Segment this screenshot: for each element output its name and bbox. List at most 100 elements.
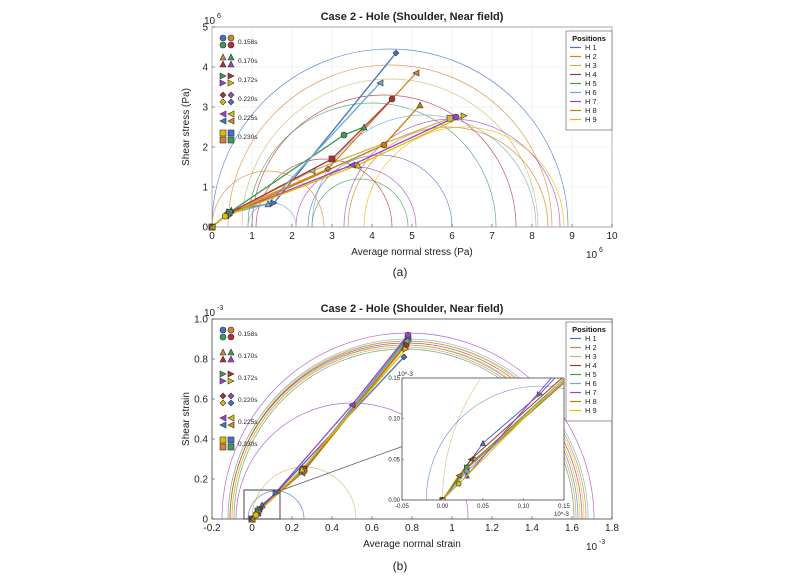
time-key-symbol xyxy=(219,436,227,444)
mohr-circle xyxy=(212,170,325,227)
time-key-symbol xyxy=(219,79,227,87)
data-point xyxy=(460,112,468,120)
chart-a-y-label: Shear stress (Pa) xyxy=(181,88,192,166)
x-tick-label: 3 xyxy=(329,231,335,242)
data-point xyxy=(402,345,410,353)
legend-entry: H 3 xyxy=(585,352,597,361)
time-key-symbol xyxy=(227,129,235,137)
time-key-label: 0.158s xyxy=(238,39,258,46)
x-tick-label: 10 xyxy=(606,231,618,242)
time-key-label: 0.230s xyxy=(238,134,258,141)
inset-data-point xyxy=(467,456,474,463)
data-point xyxy=(272,489,280,497)
time-key-symbol xyxy=(219,370,227,378)
x-tick-label: 1 xyxy=(249,231,255,242)
mohr-circle xyxy=(251,94,517,227)
legend-entry: H 9 xyxy=(585,115,597,124)
data-point xyxy=(298,465,306,473)
time-key-symbol xyxy=(227,443,235,451)
time-key-symbol xyxy=(227,436,235,444)
time-key-symbol xyxy=(219,443,227,451)
inset-data-point xyxy=(439,497,446,500)
time-key-symbol xyxy=(219,326,227,334)
time-key-symbol xyxy=(219,355,227,363)
y-tick-label: 0 xyxy=(202,223,208,234)
data-point xyxy=(221,212,229,220)
legend-entry: H 6 xyxy=(585,88,597,97)
x-tick-label: 1.8 xyxy=(605,523,619,534)
data-point xyxy=(270,199,278,207)
legend-entry: H 8 xyxy=(585,106,597,115)
time-key-symbol xyxy=(227,110,235,118)
chart-b-y-label: Shear strain xyxy=(181,392,192,446)
inset-x-tick-label: 0.00 xyxy=(437,504,449,510)
inset-data-point xyxy=(455,480,462,487)
time-key-label: 0.170s xyxy=(238,353,258,360)
time-key-symbol xyxy=(227,414,235,422)
time-key-symbol xyxy=(227,72,235,80)
inset-y-tick-label: 0.15 xyxy=(388,376,400,382)
time-key-label: 0.220s xyxy=(238,397,258,404)
time-key-symbol xyxy=(219,91,227,99)
x-tick-label: 9 xyxy=(569,231,575,242)
data-point xyxy=(308,167,316,175)
chart-b-y-exponent: 10 -3 xyxy=(204,305,223,319)
time-key-symbol xyxy=(227,348,235,356)
x-tick-label: 0 xyxy=(209,231,215,242)
time-key-symbol xyxy=(227,355,235,363)
time-key-symbol xyxy=(219,421,227,429)
legend-entry: H 2 xyxy=(585,52,597,61)
inset-y-tick-label: 0.10 xyxy=(388,417,400,423)
x-tick-label: 1.6 xyxy=(565,523,579,534)
time-key-symbol xyxy=(219,117,227,125)
legend-entry: H 8 xyxy=(585,397,597,406)
data-point xyxy=(446,114,454,122)
time-key-symbol xyxy=(219,414,227,422)
data-point xyxy=(354,161,362,169)
legend-entry: H 1 xyxy=(585,334,597,343)
inset-x-exponent: 10^-3 xyxy=(554,512,569,518)
chart-b-y-ticks: 0 0.2 0.4 0.6 0.8 1.0 xyxy=(194,315,215,526)
y-tick-label: 2 xyxy=(202,143,208,154)
time-key-symbol xyxy=(227,136,235,144)
chart-b-zoom-box xyxy=(243,489,281,520)
time-key-symbol xyxy=(219,53,227,61)
data-point xyxy=(264,200,272,208)
inset-x-tick-label: 0.10 xyxy=(518,504,530,510)
y-tick-label: 1.0 xyxy=(194,315,208,326)
chart-b-y-exponent-power: -3 xyxy=(217,305,223,312)
x-tick-label: 0 xyxy=(249,523,255,534)
x-tick-label: -0.2 xyxy=(203,523,221,534)
y-tick-label: 5 xyxy=(202,23,208,34)
inset-mohr-circle xyxy=(426,385,564,500)
chart-a-y-exponent-power: 6 xyxy=(217,13,221,20)
legend-entry: H 5 xyxy=(585,79,597,88)
y-tick-label: 4 xyxy=(202,63,208,74)
time-key-label: 0.230s xyxy=(238,441,258,448)
time-key-label: 0.158s xyxy=(238,331,258,338)
time-key-symbol xyxy=(227,91,235,99)
data-point xyxy=(388,95,396,103)
x-tick-label: 0.6 xyxy=(365,523,379,534)
y-tick-label: 3 xyxy=(202,103,208,114)
time-key-symbol xyxy=(219,98,227,106)
legend-entry: H 3 xyxy=(585,61,597,70)
inset-y-tick-label: 0.05 xyxy=(388,457,400,463)
mohr-circle xyxy=(212,48,569,227)
time-key-symbol xyxy=(227,421,235,429)
data-point xyxy=(328,155,336,163)
time-key-symbol xyxy=(219,72,227,80)
chart-a-mohr-circles xyxy=(212,48,569,227)
inset-y-tick-label: 0.00 xyxy=(388,498,400,504)
inset-y-exponent: 10^-3 xyxy=(398,372,413,378)
chart-b-x-exponent: 10 -3 xyxy=(586,539,605,553)
mohr-circle xyxy=(347,126,549,227)
legend-title: Positions xyxy=(572,325,606,334)
time-key-symbol xyxy=(219,129,227,137)
data-point xyxy=(412,69,420,77)
chart-b-x-exponent-base: 10 xyxy=(586,542,598,553)
inset-plot-area xyxy=(401,377,565,501)
chart-a-title: Case 2 - Hole (Shoulder, Near field) xyxy=(321,11,504,23)
x-tick-label: 7 xyxy=(489,231,495,242)
